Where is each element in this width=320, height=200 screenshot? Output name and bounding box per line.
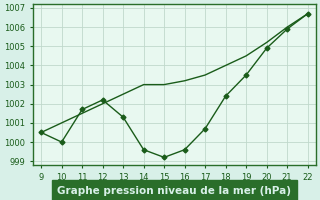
X-axis label: Graphe pression niveau de la mer (hPa): Graphe pression niveau de la mer (hPa) xyxy=(57,186,292,196)
